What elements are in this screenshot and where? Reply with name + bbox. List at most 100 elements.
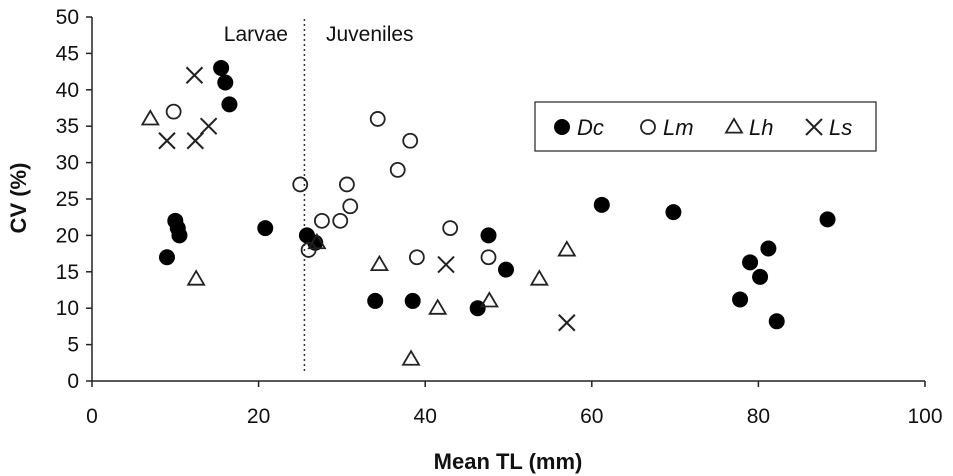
- point-lh: [369, 254, 389, 272]
- point-lh-shape: [186, 269, 206, 286]
- point-lm-shape: [292, 176, 309, 193]
- legend-item-lm: Lm: [640, 115, 694, 140]
- point-dc-shape: [742, 254, 759, 271]
- point-lh: [529, 269, 549, 286]
- point-dc-shape: [213, 59, 230, 76]
- point-lm: [342, 198, 359, 215]
- point-lh: [428, 298, 448, 315]
- point-lm-shape: [342, 198, 359, 215]
- point-ls-shape: [158, 132, 176, 150]
- point-lh-shape: [401, 349, 421, 366]
- x-tick-label: 80: [747, 405, 770, 428]
- legend-box: [534, 101, 877, 152]
- legend-marker-lh: [724, 117, 744, 134]
- point-dc-shape: [480, 227, 497, 244]
- point-dc: [498, 261, 515, 278]
- point-dc: [367, 292, 384, 309]
- series-ls: [158, 66, 576, 332]
- legend-item-dc: Dc: [554, 115, 604, 140]
- point-lm-shape: [332, 212, 349, 229]
- point-dc-shape: [498, 261, 515, 278]
- point-dc: [158, 249, 175, 266]
- point-dc: [732, 291, 749, 308]
- y-tick-label: 0: [67, 370, 79, 393]
- point-dc-shape: [257, 220, 274, 237]
- larvae-label: Larvae: [224, 23, 288, 46]
- point-ls: [185, 66, 204, 84]
- series-group: [140, 59, 836, 366]
- y-tick-label: 30: [56, 152, 79, 175]
- point-dc-shape: [217, 74, 234, 91]
- point-dc: [213, 59, 230, 76]
- point-lm: [402, 132, 419, 149]
- point-lh-shape: [529, 269, 549, 286]
- y-tick-label: 45: [56, 42, 79, 65]
- series-lh: [140, 109, 577, 366]
- point-dc: [760, 240, 777, 257]
- point-lm-shape: [314, 212, 330, 229]
- legend-marker-ls: [805, 118, 823, 136]
- point-dc: [257, 220, 274, 237]
- point-lh: [401, 349, 421, 366]
- x-tick-label: 60: [580, 405, 603, 428]
- x-axis: 0 20 40 60 80 100: [86, 380, 943, 428]
- y-axis: 0 5 10 15 20 25 30 35 40 45 50: [56, 6, 93, 393]
- point-ls: [199, 117, 218, 135]
- point-dc-shape: [665, 204, 682, 221]
- point-lm-shape: [300, 242, 317, 258]
- x-tick-label: 20: [247, 405, 270, 428]
- point-ls-shape: [186, 132, 204, 150]
- point-lh: [140, 109, 160, 126]
- legend-label-lm: Lm: [663, 115, 694, 140]
- point-ls: [437, 255, 455, 274]
- point-dc-shape: [593, 196, 610, 213]
- point-dc: [480, 227, 497, 244]
- y-tick-label: 15: [56, 261, 79, 284]
- point-dc-shape: [169, 220, 186, 237]
- y-tick-label: 40: [56, 79, 79, 102]
- point-lh: [307, 232, 327, 250]
- point-dc-shape: [760, 240, 777, 257]
- point-dc: [819, 211, 836, 228]
- point-ls: [558, 314, 576, 332]
- point-dc: [169, 220, 186, 237]
- point-dc: [768, 313, 785, 330]
- point-dc: [752, 268, 769, 285]
- point-ls: [186, 132, 204, 150]
- point-lm: [165, 103, 182, 120]
- point-lh-shape: [140, 109, 160, 126]
- legend-item-lh: Lh: [724, 115, 773, 140]
- point-lm-shape: [408, 249, 425, 266]
- point-lh-shape: [307, 232, 327, 250]
- y-axis-label: CV (%): [6, 163, 31, 234]
- point-lh-shape: [557, 240, 577, 257]
- series-lm: [165, 103, 497, 266]
- point-lm: [369, 111, 386, 127]
- point-dc: [742, 254, 759, 271]
- legend-marker-lm-shape: [640, 119, 656, 135]
- point-ls-shape: [199, 117, 218, 135]
- y-tick-label: 5: [67, 334, 79, 357]
- point-lh-shape: [479, 291, 499, 308]
- divider: Larvae Juveniles: [224, 19, 414, 374]
- point-lm: [480, 249, 497, 266]
- point-lm: [389, 161, 406, 178]
- point-lm-shape: [389, 161, 406, 178]
- point-lm-shape: [369, 111, 386, 127]
- legend-marker-ls-shape: [805, 118, 823, 136]
- point-lm-shape: [442, 220, 459, 237]
- point-lm: [300, 242, 317, 258]
- point-lh-shape: [369, 254, 389, 272]
- juveniles-label: Juveniles: [326, 23, 414, 46]
- legend: Dc Lm Lh Ls: [534, 101, 877, 152]
- point-dc: [665, 204, 682, 221]
- point-dc-shape: [404, 292, 421, 309]
- point-dc-shape: [158, 249, 175, 266]
- point-dc-shape: [819, 211, 836, 228]
- point-lm-shape: [402, 132, 419, 149]
- point-dc: [217, 74, 234, 91]
- point-dc-shape: [732, 291, 749, 308]
- point-lm: [408, 249, 425, 266]
- point-dc: [404, 292, 421, 309]
